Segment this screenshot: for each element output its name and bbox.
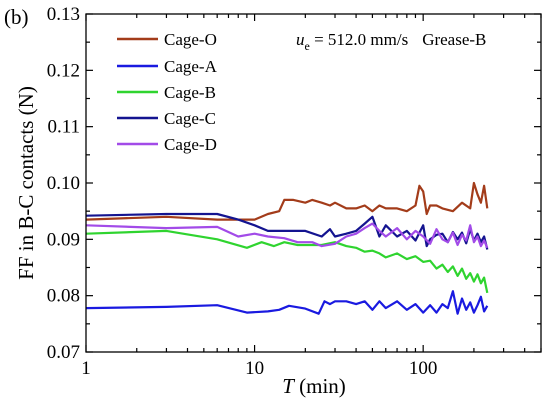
y-tick-label: 0.07 <box>47 342 80 363</box>
y-tick-label: 0.09 <box>47 229 80 250</box>
series-lines <box>85 181 489 315</box>
series-line-cage-a <box>85 290 489 315</box>
legend: Cage-O Cage-A Cage-B Cage-C Cage-D <box>117 30 218 154</box>
series-line-cage-o <box>85 181 489 221</box>
y-tick-label: 0.11 <box>47 117 80 138</box>
plot-frame <box>85 13 542 353</box>
y-axis-title: FF in B-C contacts (N) <box>14 86 38 280</box>
series-line-cage-d <box>85 222 489 249</box>
legend-label-cage-b: Cage-B <box>164 83 216 102</box>
x-tick-label: 100 <box>409 358 438 379</box>
condition-annotation: ue = 512.0 mm/s Grease-B <box>296 30 486 53</box>
y-tick-label: 0.08 <box>47 286 80 307</box>
legend-label-cage-d: Cage-D <box>164 135 217 154</box>
axis-ticks: 0.07 0.08 0.09 0.10 0.11 0.12 0.13 1 10 100 <box>47 4 542 379</box>
legend-label-cage-a: Cage-A <box>164 57 218 76</box>
panel-label: (b) <box>4 5 29 29</box>
series-line-cage-b <box>85 229 489 294</box>
legend-label-cage-o: Cage-O <box>164 30 217 49</box>
x-axis-title: T (min) <box>282 374 346 398</box>
y-tick-label: 0.10 <box>47 173 80 194</box>
y-tick-label: 0.12 <box>47 60 80 81</box>
x-tick-label: 10 <box>245 358 264 379</box>
x-tick-label: 1 <box>81 358 91 379</box>
legend-label-cage-c: Cage-C <box>164 109 216 128</box>
y-tick-label: 0.13 <box>47 4 80 25</box>
